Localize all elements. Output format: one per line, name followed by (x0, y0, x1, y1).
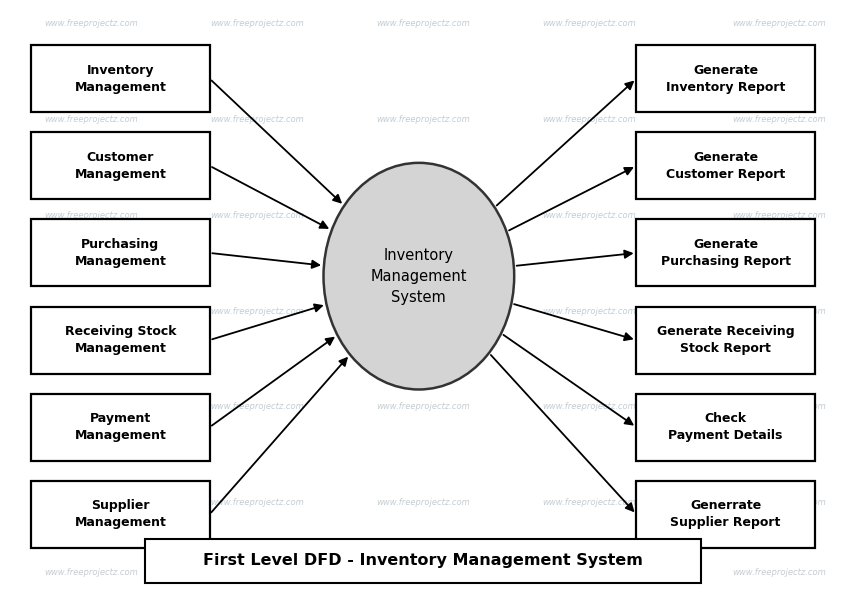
Text: www.freeprojectz.com: www.freeprojectz.com (733, 19, 827, 28)
Bar (636, 132, 815, 199)
Text: www.freeprojectz.com: www.freeprojectz.com (211, 19, 304, 28)
Bar (31, 219, 210, 286)
Bar (636, 394, 815, 461)
Text: Generate Receiving
Stock Report: Generate Receiving Stock Report (656, 325, 794, 355)
Text: www.freeprojectz.com: www.freeprojectz.com (211, 498, 304, 507)
Text: www.freeprojectz.com: www.freeprojectz.com (45, 211, 138, 219)
Text: www.freeprojectz.com: www.freeprojectz.com (376, 211, 470, 219)
Bar (146, 539, 700, 583)
Bar (31, 481, 210, 548)
Text: Generate
Customer Report: Generate Customer Report (666, 151, 785, 181)
Text: www.freeprojectz.com: www.freeprojectz.com (45, 568, 138, 577)
Text: www.freeprojectz.com: www.freeprojectz.com (211, 403, 304, 412)
Bar (31, 394, 210, 461)
Text: www.freeprojectz.com: www.freeprojectz.com (45, 19, 138, 28)
Text: Inventory
Management
System: Inventory Management System (371, 248, 467, 305)
Text: Receiving Stock
Management: Receiving Stock Management (64, 325, 176, 355)
Text: www.freeprojectz.com: www.freeprojectz.com (45, 498, 138, 507)
Text: www.freeprojectz.com: www.freeprojectz.com (211, 211, 304, 219)
Text: www.freeprojectz.com: www.freeprojectz.com (542, 211, 635, 219)
Text: www.freeprojectz.com: www.freeprojectz.com (733, 211, 827, 219)
Text: www.freeprojectz.com: www.freeprojectz.com (376, 115, 470, 124)
Text: Payment
Management: Payment Management (74, 412, 167, 442)
Text: Generrate
Supplier Report: Generrate Supplier Report (670, 499, 781, 530)
Bar (31, 307, 210, 374)
Text: www.freeprojectz.com: www.freeprojectz.com (376, 307, 470, 315)
Bar (636, 45, 815, 112)
Bar (636, 219, 815, 286)
Bar (31, 132, 210, 199)
Text: www.freeprojectz.com: www.freeprojectz.com (542, 19, 635, 28)
Text: www.freeprojectz.com: www.freeprojectz.com (211, 568, 304, 577)
Text: Generate
Inventory Report: Generate Inventory Report (666, 63, 785, 94)
Text: www.freeprojectz.com: www.freeprojectz.com (211, 307, 304, 315)
Bar (636, 307, 815, 374)
Text: www.freeprojectz.com: www.freeprojectz.com (733, 498, 827, 507)
Text: www.freeprojectz.com: www.freeprojectz.com (542, 498, 635, 507)
Text: www.freeprojectz.com: www.freeprojectz.com (733, 568, 827, 577)
Text: Check
Payment Details: Check Payment Details (668, 412, 783, 442)
Text: www.freeprojectz.com: www.freeprojectz.com (45, 115, 138, 124)
Ellipse shape (323, 163, 514, 390)
Text: Inventory
Management: Inventory Management (74, 63, 167, 94)
Text: www.freeprojectz.com: www.freeprojectz.com (733, 307, 827, 315)
Text: www.freeprojectz.com: www.freeprojectz.com (45, 403, 138, 412)
Text: www.freeprojectz.com: www.freeprojectz.com (376, 568, 470, 577)
Text: Customer
Management: Customer Management (74, 151, 167, 181)
Text: Purchasing
Management: Purchasing Management (74, 238, 167, 268)
Bar (31, 45, 210, 112)
Text: www.freeprojectz.com: www.freeprojectz.com (542, 307, 635, 315)
Text: www.freeprojectz.com: www.freeprojectz.com (376, 498, 470, 507)
Text: www.freeprojectz.com: www.freeprojectz.com (211, 115, 304, 124)
Text: www.freeprojectz.com: www.freeprojectz.com (542, 568, 635, 577)
Text: Generate
Purchasing Report: Generate Purchasing Report (661, 238, 791, 268)
Text: www.freeprojectz.com: www.freeprojectz.com (733, 115, 827, 124)
Text: www.freeprojectz.com: www.freeprojectz.com (542, 115, 635, 124)
Text: www.freeprojectz.com: www.freeprojectz.com (542, 403, 635, 412)
Text: www.freeprojectz.com: www.freeprojectz.com (376, 19, 470, 28)
Text: First Level DFD - Inventory Management System: First Level DFD - Inventory Management S… (203, 553, 643, 569)
Text: www.freeprojectz.com: www.freeprojectz.com (733, 403, 827, 412)
Bar (636, 481, 815, 548)
Text: www.freeprojectz.com: www.freeprojectz.com (45, 307, 138, 315)
Text: www.freeprojectz.com: www.freeprojectz.com (376, 403, 470, 412)
Text: Supplier
Management: Supplier Management (74, 499, 167, 530)
